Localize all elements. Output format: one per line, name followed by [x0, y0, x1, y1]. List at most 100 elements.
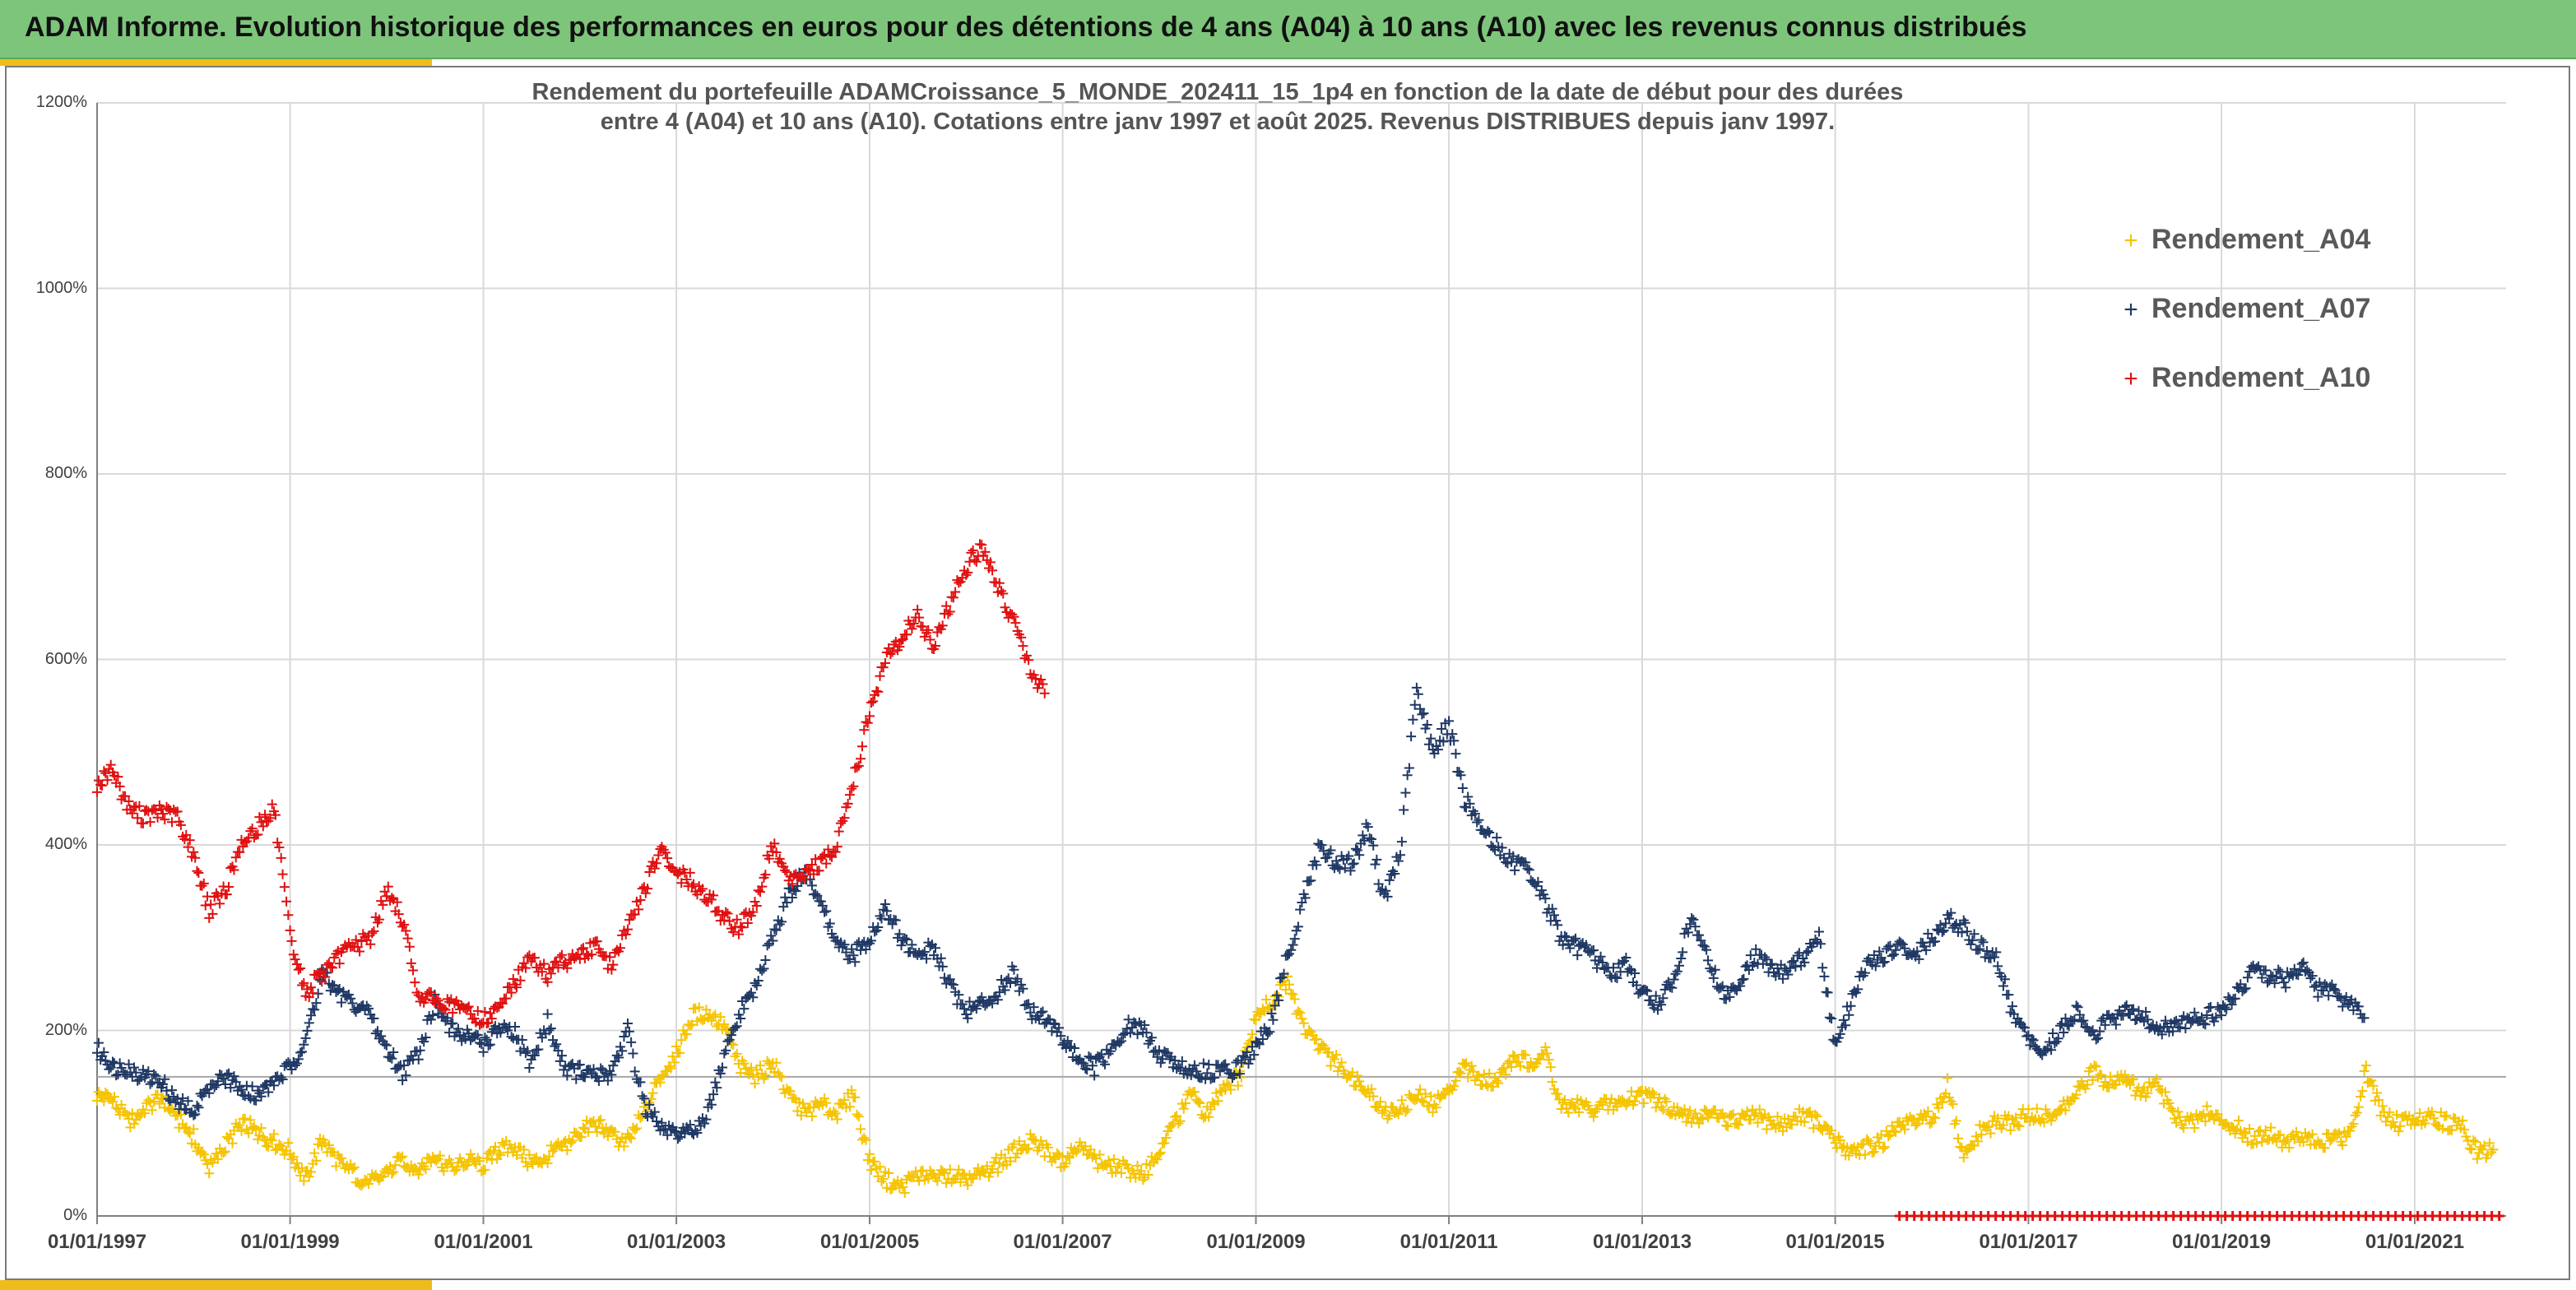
data-point [1610, 972, 1621, 982]
data-point [726, 1030, 736, 1041]
data-point [1896, 938, 1906, 949]
data-point [2119, 1070, 2130, 1080]
data-point [1484, 1068, 1495, 1079]
data-point [712, 1021, 722, 1032]
data-point [2327, 979, 2337, 990]
data-point [440, 1005, 451, 1015]
data-point [111, 1102, 122, 1113]
data-point [987, 998, 998, 1009]
data-point [1672, 966, 1683, 977]
data-point [234, 847, 245, 857]
data-point [2114, 1005, 2125, 1016]
data-point [1186, 1070, 1196, 1080]
chart-title-line-1: Rendement du portefeuille ADAMCroissance… [531, 79, 1904, 105]
data-point [480, 1164, 490, 1175]
data-point [1540, 893, 1551, 904]
data-point [2273, 964, 2284, 975]
data-point [931, 943, 941, 954]
data-point [220, 1146, 230, 1157]
data-point [1661, 1097, 1672, 1107]
data-point [175, 819, 186, 830]
data-point [2189, 1122, 2200, 1133]
data-point [545, 1023, 556, 1033]
data-point [806, 1111, 817, 1121]
data-point [332, 986, 343, 995]
data-point [531, 1152, 542, 1162]
data-point [143, 1066, 154, 1077]
data-point [1413, 689, 1423, 699]
data-point [596, 1115, 606, 1125]
data-point [152, 812, 163, 823]
data-point [1761, 1124, 1772, 1135]
data-point [2470, 1136, 2481, 1147]
data-point [1393, 1109, 1404, 1120]
data-point [244, 1091, 254, 1102]
data-point [1580, 940, 1591, 950]
data-point [2251, 1138, 2262, 1148]
data-point [945, 1164, 955, 1175]
data-point [785, 1086, 796, 1097]
data-point [1460, 1059, 1470, 1070]
data-point [1350, 843, 1361, 854]
data-point [1266, 1008, 1277, 1019]
data-point [1247, 1042, 1257, 1052]
data-point [111, 1070, 122, 1081]
data-point [2307, 1129, 2318, 1139]
data-point [2484, 1138, 2495, 1148]
data-point [93, 775, 104, 786]
data-point [1669, 974, 1679, 985]
data-point [1297, 1014, 1307, 1024]
data-point [1293, 921, 1303, 932]
data-point [567, 1058, 578, 1069]
data-point [1447, 729, 1458, 740]
data-point [99, 1096, 109, 1107]
data-point [401, 1070, 411, 1081]
data-point [256, 817, 267, 828]
data-point [172, 806, 183, 817]
data-point [1402, 1104, 1413, 1115]
data-point [1018, 641, 1028, 652]
data-point [1393, 856, 1404, 866]
data-point [97, 780, 108, 791]
data-point [1295, 1008, 1306, 1019]
data-point [1214, 1066, 1225, 1077]
data-point [334, 958, 345, 969]
data-point [733, 929, 744, 940]
data-point [2461, 1131, 2472, 1142]
data-point [2341, 1131, 2351, 1142]
data-point [1883, 941, 1894, 952]
data-point [776, 1072, 787, 1083]
data-point [1930, 936, 1941, 947]
data-point [796, 1110, 806, 1121]
data-point [350, 935, 361, 945]
data-point [1172, 1111, 1182, 1121]
data-point [1856, 1139, 1867, 1150]
x-tick-label: 01/01/1997 [47, 1231, 147, 1253]
data-point [841, 947, 852, 958]
data-point [948, 592, 958, 603]
data-point [325, 962, 336, 972]
data-point [830, 847, 841, 857]
data-point [1658, 993, 1669, 1004]
data-point [1510, 865, 1520, 875]
data-point [279, 882, 290, 893]
data-point [878, 1174, 889, 1185]
data-point [2459, 1125, 2470, 1135]
data-point [629, 1066, 640, 1077]
data-point [1279, 968, 1289, 979]
data-point [884, 1168, 894, 1179]
data-point [2189, 1007, 2200, 1018]
data-point [760, 955, 771, 966]
data-point [272, 838, 283, 848]
data-point [230, 852, 241, 863]
data-point [1991, 947, 2002, 958]
data-point [800, 874, 810, 884]
data-point [1472, 1071, 1483, 1082]
x-tick-label: 01/01/2007 [1013, 1231, 1112, 1253]
data-point [1411, 682, 1422, 693]
data-point [1000, 602, 1010, 613]
data-point [1506, 1062, 1516, 1073]
data-point [385, 1162, 396, 1172]
data-point [1935, 920, 1946, 930]
data-point [948, 979, 958, 990]
